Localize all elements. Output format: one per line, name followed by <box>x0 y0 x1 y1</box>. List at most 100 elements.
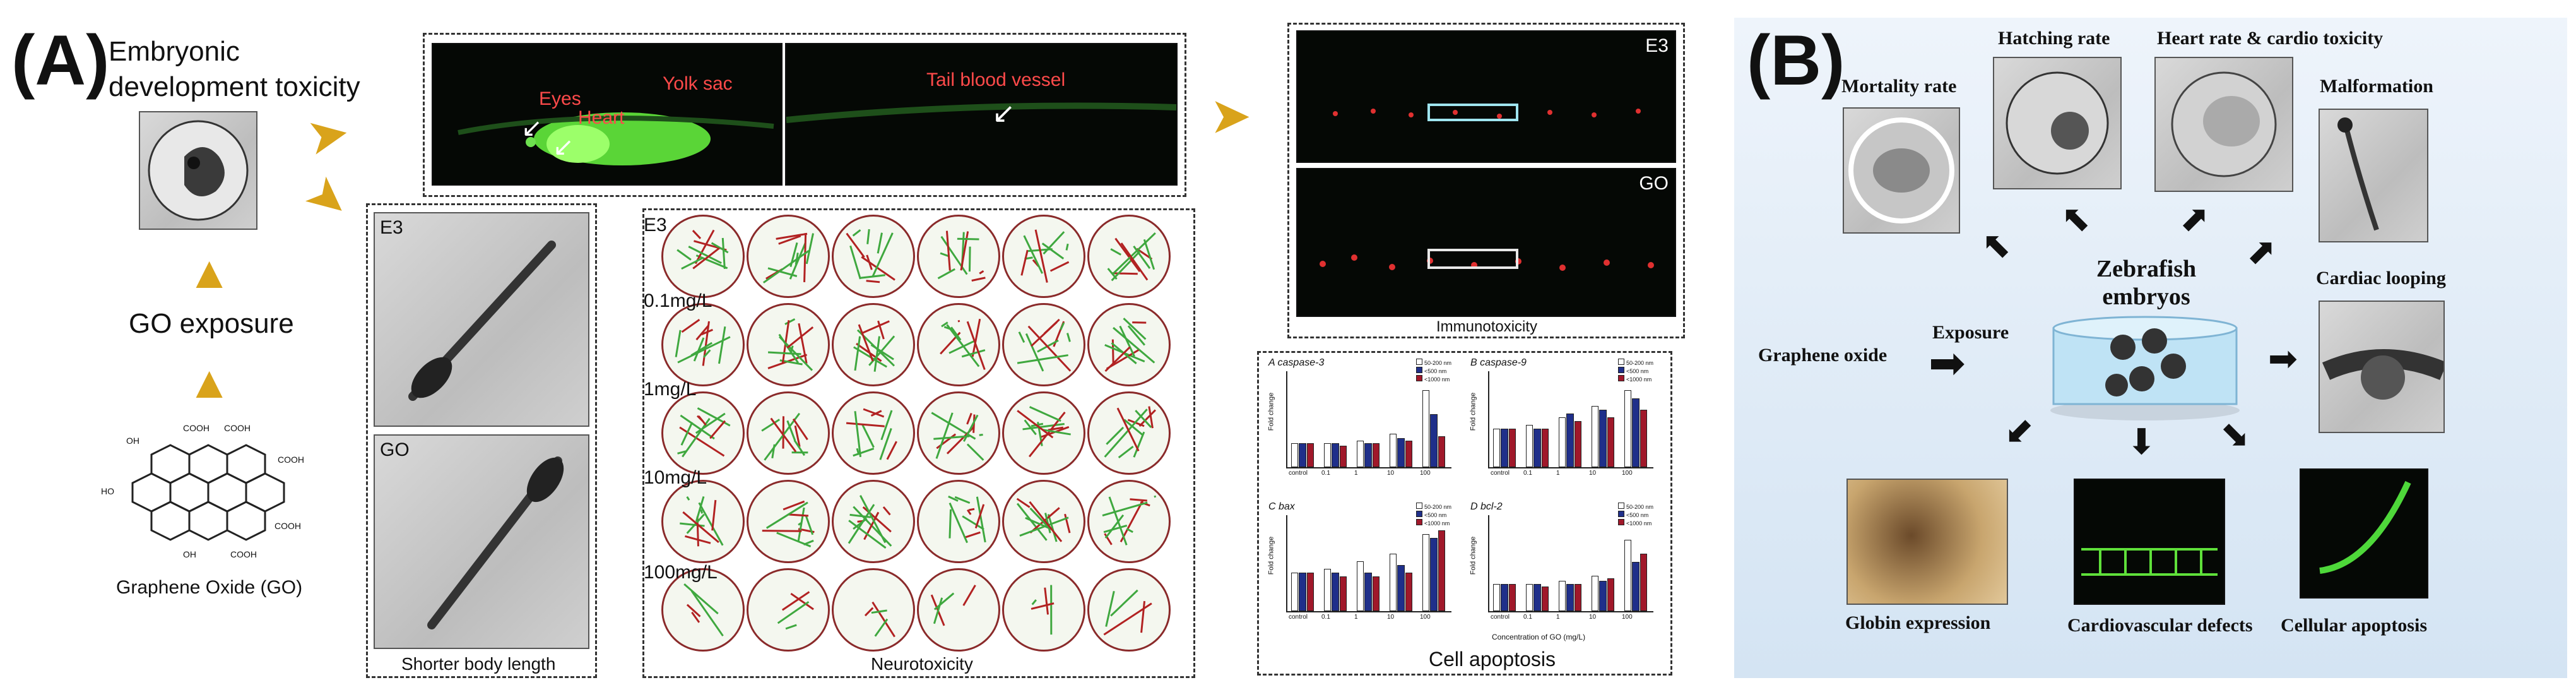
track-plot-circle <box>1002 391 1085 475</box>
arrow-up-icon: ⬈ <box>2180 198 2209 238</box>
legend-swatch <box>1617 511 1624 517</box>
chart-bar <box>1332 573 1339 611</box>
chart-bar <box>1533 583 1541 611</box>
track-plot-circle <box>747 215 830 298</box>
chart-bar <box>1559 417 1566 467</box>
row-label: 0.1mg/L <box>644 290 712 311</box>
chart-bar <box>1291 443 1299 467</box>
chart-bar <box>1438 436 1446 467</box>
cooh-label: COOH <box>183 423 210 433</box>
track-plot-circle <box>661 303 745 386</box>
panel-a-letter: (A) <box>11 21 110 100</box>
cooh-label: COOH <box>275 521 301 531</box>
cardiovascular-defects-image <box>2074 479 2225 605</box>
chart-bar <box>1405 573 1413 611</box>
chart-tick-label: control <box>1289 470 1308 477</box>
track-plot-circle <box>661 568 745 652</box>
chart-bar <box>1430 538 1438 611</box>
cooh-label: COOH <box>278 455 304 465</box>
chart-bar <box>1372 576 1380 611</box>
oh-label: OH <box>126 436 139 446</box>
heart-rate-label: Heart rate & cardio toxicity <box>2157 28 2384 49</box>
chart-bar <box>1533 429 1541 467</box>
tail-blood-vessel-label: Tail blood vessel <box>926 69 1066 90</box>
chart-bar <box>1607 417 1615 467</box>
track-plot-circle <box>917 391 1000 475</box>
track-plot-circle <box>747 303 830 386</box>
chart-tick-label: 100 <box>1622 470 1633 477</box>
larva-e3-image: E3 <box>374 212 589 427</box>
chart-bar <box>1526 425 1533 467</box>
arrow-down-left-icon: ⬋ <box>2004 410 2034 450</box>
track-plot-circle <box>832 215 915 298</box>
chart-ylabel: Fold change <box>1469 392 1477 431</box>
track-plot-circle <box>917 568 1000 652</box>
track-plot-circle <box>1087 303 1171 386</box>
chart-bar <box>1574 583 1582 611</box>
ho-label: HO <box>101 486 114 496</box>
arrow-up-icon: ▲ <box>187 247 232 298</box>
legend-entry: <500 nm <box>1617 511 1653 519</box>
go-exposure-label: GO exposure <box>129 308 294 339</box>
chart-bar <box>1291 573 1299 611</box>
chart-bar <box>1339 576 1347 611</box>
chart-bar <box>1640 553 1648 611</box>
track-plot-circle <box>661 480 745 563</box>
legend-entry: <500 nm <box>1415 511 1451 519</box>
fluorescence-image-right: Tail blood vessel ↙ <box>785 43 1178 186</box>
legend-swatch <box>1415 511 1422 517</box>
immuno-e3-image: E3 <box>1296 30 1676 163</box>
cooh-label: COOH <box>230 549 257 559</box>
arrow-right-icon: ➤ <box>305 107 352 164</box>
legend-entry: <500 nm <box>1617 367 1653 375</box>
chart-bar <box>1405 441 1413 467</box>
chart-bar <box>1624 540 1632 611</box>
chart-ylabel: Fold change <box>1267 536 1275 575</box>
embryonic-title: Embryonic development toxicity <box>109 36 360 102</box>
chart-bar <box>1599 581 1607 611</box>
chart-bar <box>1632 561 1640 611</box>
graphene-oxide-label: Graphene Oxide (GO) <box>116 577 303 598</box>
immunotoxicity-box <box>1287 23 1685 338</box>
row-label: 1mg/L <box>644 379 697 400</box>
neurotoxicity-grid <box>661 215 1191 657</box>
apoptosis-chart: A caspase-3 Fold change control 0.1 1 10 100 50… <box>1265 357 1454 484</box>
chart-plot-area <box>1286 515 1451 612</box>
legend-swatch <box>1617 503 1624 509</box>
cellular-apoptosis-label: Cellular apoptosis <box>2281 615 2427 636</box>
track-plot-circle <box>1002 568 1085 652</box>
chart-title: D bcl-2 <box>1470 501 1503 512</box>
chart-tick-label: 10 <box>1589 614 1597 621</box>
larva-go-image: GO <box>374 434 589 649</box>
chart-bar <box>1422 534 1430 611</box>
hatching-image <box>1993 57 2122 189</box>
legend-swatch <box>1617 519 1624 525</box>
track-plot-circle <box>917 480 1000 563</box>
arrow-right-icon: ➡ <box>1929 338 1966 388</box>
track-plot-circle <box>1087 215 1171 298</box>
legend-entry: <1000 nm <box>1415 519 1451 527</box>
track-plot-circle <box>661 391 745 475</box>
chart-legend: 50-200 nm <500 nm <1000 nm <box>1415 359 1451 383</box>
chart-bar <box>1559 581 1566 611</box>
chart-bar <box>1299 573 1306 611</box>
chart-bar <box>1390 433 1397 467</box>
cellular-apoptosis-image <box>2300 468 2428 599</box>
chart-bar <box>1566 413 1574 467</box>
arrow-icon: ↙ <box>553 133 574 161</box>
arrow-down-right-icon: ⬊ <box>2220 414 2250 454</box>
yolk-sac-label: Yolk sac <box>663 73 733 94</box>
zebrafish-embryos-title: Zebrafish embryos <box>2096 256 2197 310</box>
legend-swatch <box>1415 519 1422 525</box>
cell-apoptosis-charts: A caspase-3 Fold change control 0.1 1 10 100 50… <box>1265 357 1665 648</box>
arrow-down-icon: ⬇ <box>2127 422 2156 462</box>
neurotoxicity-row-labels: E3 0.1mg/L 1mg/L 10mg/L 100mg/L <box>644 208 718 650</box>
mortality-image <box>1843 107 1960 234</box>
arrow-up-left-icon: ⬉ <box>1982 225 2011 265</box>
chart-tick-label: 1 <box>1556 614 1560 621</box>
chart-plot-area <box>1488 371 1653 468</box>
chart-legend: 50-200 nm <500 nm <1000 nm <box>1415 503 1451 527</box>
chart-tick-label: 1 <box>1556 470 1560 477</box>
chart-tick-label: 100 <box>1622 614 1633 621</box>
chart-bar <box>1390 553 1397 611</box>
